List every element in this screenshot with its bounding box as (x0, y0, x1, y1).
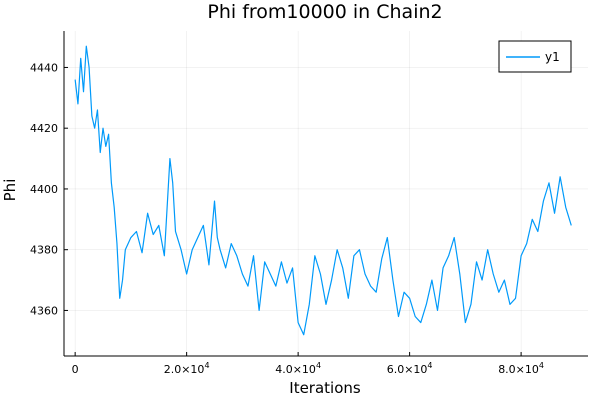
legend-label: y1 (545, 50, 560, 64)
grid (64, 31, 588, 356)
x-tick-label-3: 6.0×104 (387, 361, 433, 376)
y-tick-label-4: 4440 (30, 61, 58, 74)
x-tick-label-1: 2.0×104 (164, 361, 210, 376)
y-tick-label-2: 4400 (30, 183, 58, 196)
y-axis-title: Phi (1, 179, 19, 202)
legend: y1 (498, 40, 572, 73)
y-tick-label-1: 4380 (30, 244, 58, 257)
y-tick-label-0: 4360 (30, 304, 58, 317)
series-line-y1 (74, 45, 572, 336)
y-tick-label-3: 4420 (30, 122, 58, 135)
tick-labels: 0 2.0×104 4.0×104 6.0×104 8.0×104 4360 4380 440… (30, 61, 544, 376)
x-axis-title: Iterations (289, 379, 361, 397)
chart-title: Phi from10000 in Chain2 (207, 1, 442, 23)
x-tick-label-4: 8.0×104 (498, 361, 544, 376)
axes (63, 31, 588, 357)
x-tick-label-0: 0 (72, 363, 79, 376)
series-layer (74, 45, 572, 336)
x-tick-label-2: 4.0×104 (275, 361, 321, 376)
